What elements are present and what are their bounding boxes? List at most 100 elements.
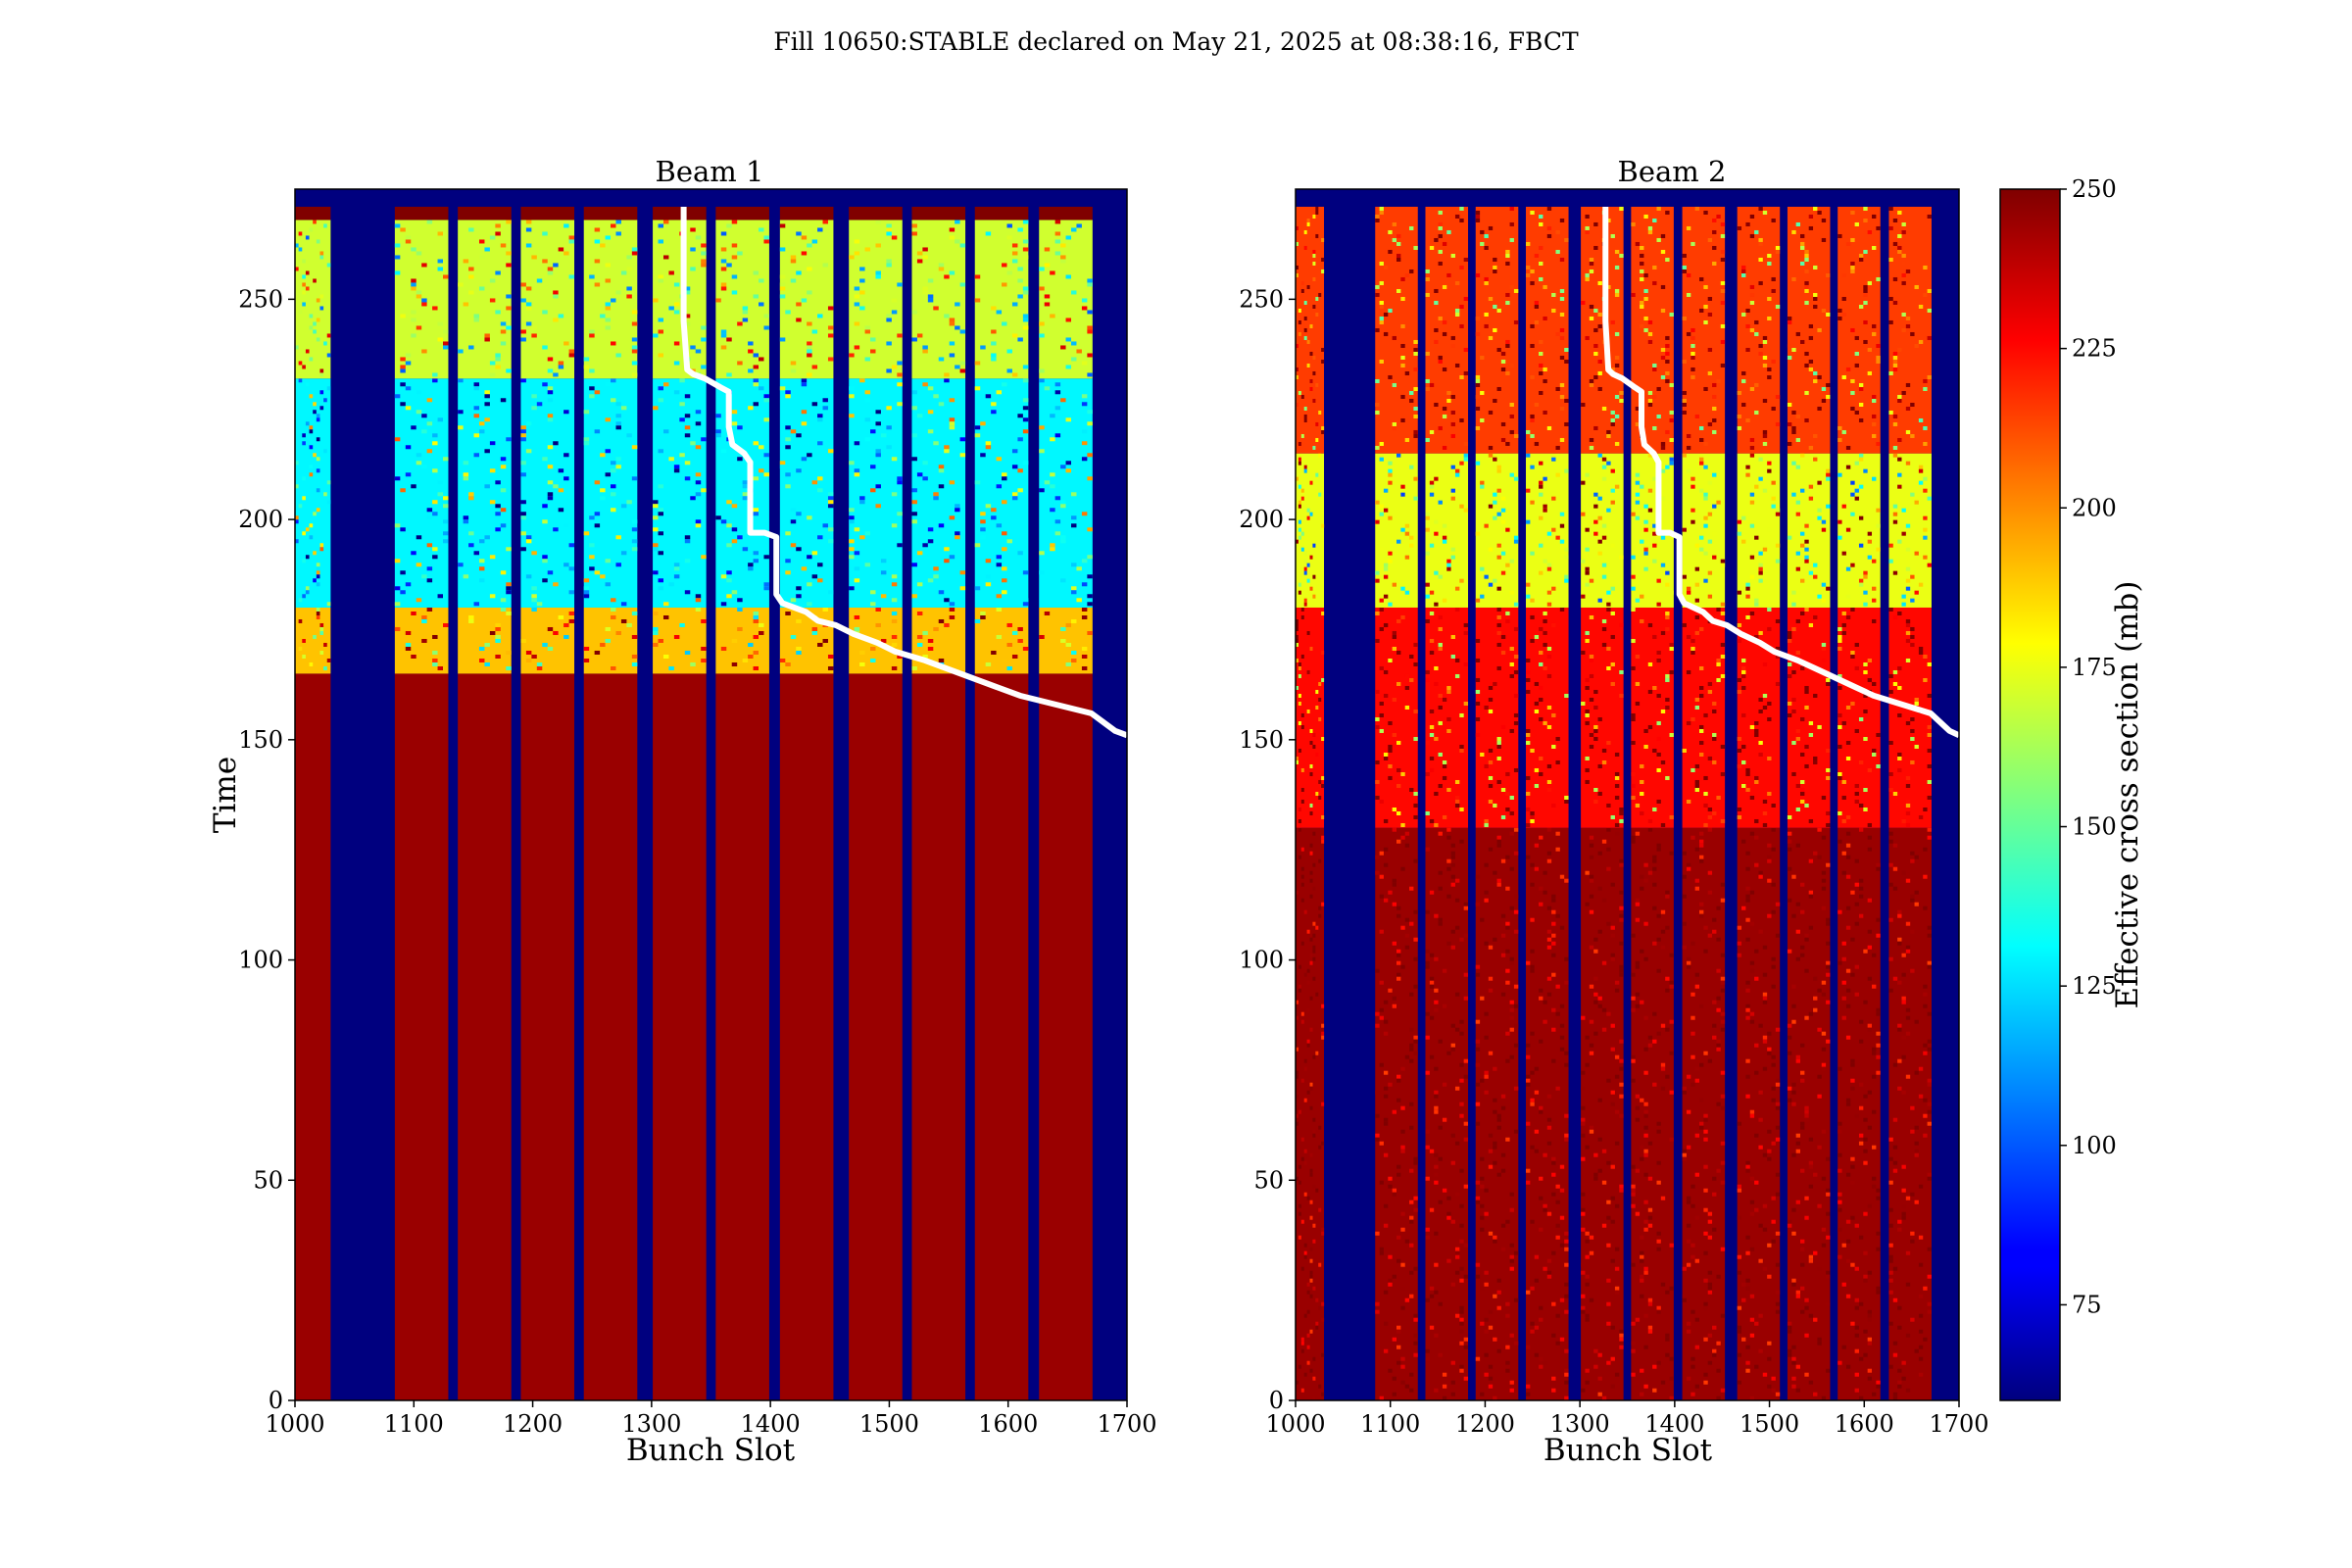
heat-cell	[1808, 359, 1814, 364]
heat-cell	[1505, 292, 1510, 297]
heat-cell	[1876, 1070, 1881, 1075]
heat-cell	[785, 559, 791, 564]
heat-cell	[1551, 1160, 1556, 1165]
heat-cell	[1446, 398, 1451, 403]
heat-cell	[1614, 394, 1620, 399]
heat-cell	[1808, 367, 1814, 371]
heat-cell	[938, 263, 945, 268]
heat-cell	[1826, 810, 1831, 815]
heat-cell	[1800, 1043, 1805, 1048]
heat-cell	[695, 607, 702, 612]
heat-cell	[1454, 878, 1460, 883]
heat-cell	[1383, 862, 1389, 867]
heat-cell	[927, 638, 934, 643]
heat-cell	[1526, 1078, 1531, 1083]
heat-cell	[1312, 1356, 1316, 1361]
heat-cell	[886, 231, 892, 236]
heat-cell	[1454, 925, 1460, 930]
heat-cell	[1484, 1282, 1489, 1287]
heat-cell	[1838, 437, 1842, 442]
bunch-train	[1296, 206, 1325, 1400]
heat-cell	[1606, 646, 1611, 651]
heat-cell	[400, 314, 406, 318]
heat-cell	[1694, 779, 1700, 784]
heat-cell	[1656, 414, 1661, 418]
heat-cell	[1804, 363, 1809, 368]
regime-band	[974, 206, 1029, 220]
heat-cell	[763, 398, 769, 403]
heat-cell	[1392, 697, 1397, 702]
heat-cell	[615, 465, 621, 469]
heat-cell	[1652, 425, 1657, 430]
heat-cell	[1656, 1160, 1661, 1165]
heat-cell	[1400, 355, 1405, 360]
heat-cell	[1854, 902, 1859, 906]
heat-cell	[411, 278, 416, 283]
heat-cell	[1002, 547, 1007, 552]
heat-cell	[1665, 614, 1670, 619]
heat-cell	[1897, 1305, 1902, 1310]
heat-cell	[1513, 720, 1519, 725]
heat-cell	[1388, 1176, 1393, 1181]
heat-cell	[1707, 421, 1713, 426]
heat-cell	[1850, 1062, 1855, 1067]
heat-cell	[1741, 402, 1746, 407]
heat-cell	[1017, 551, 1023, 556]
heat-cell	[1682, 402, 1687, 407]
heat-cell	[489, 372, 496, 377]
heat-cell	[996, 563, 1003, 567]
heat-cell	[611, 508, 616, 513]
heat-cell	[1383, 1203, 1389, 1208]
heat-cell	[1682, 1090, 1687, 1095]
heat-cell	[658, 239, 663, 244]
heat-cell	[1858, 578, 1864, 583]
heat-cell	[1559, 1004, 1565, 1008]
heat-cell	[1392, 421, 1397, 426]
heat-cell	[949, 614, 956, 619]
heat-cell	[1309, 1294, 1313, 1298]
heat-cell	[1845, 614, 1851, 619]
heat-cell	[1306, 1196, 1310, 1200]
heat-cell	[690, 247, 696, 252]
heat-cell	[1475, 210, 1481, 215]
heat-cell	[1610, 500, 1615, 505]
heat-cell	[1484, 705, 1489, 710]
heat-cell	[1795, 1054, 1801, 1059]
heat-cell	[1745, 472, 1750, 477]
heat-cell	[1640, 810, 1644, 815]
heat-cell	[1589, 673, 1594, 678]
heat-cell	[1022, 286, 1029, 291]
heat-cell	[400, 488, 406, 493]
heat-cell	[1699, 1098, 1704, 1102]
heat-cell	[1459, 1278, 1464, 1283]
heat-cell	[1707, 933, 1713, 938]
heat-cell	[662, 614, 669, 619]
heat-cell	[1409, 1168, 1414, 1173]
heat-cell	[437, 594, 444, 599]
heat-cell	[1551, 527, 1556, 532]
heat-cell	[1619, 1082, 1624, 1087]
heat-cell	[801, 235, 808, 240]
heat-cell	[1712, 531, 1717, 536]
heat-cell	[854, 251, 860, 256]
heat-cell	[1686, 468, 1691, 473]
heat-cell	[1300, 941, 1304, 946]
heat-cell	[1475, 964, 1481, 969]
heat-cell	[822, 406, 828, 411]
heat-cell	[1530, 949, 1535, 954]
heat-cell	[1845, 740, 1851, 745]
heat-cell	[1555, 1235, 1560, 1240]
heat-cell	[458, 425, 464, 430]
heat-cell	[1543, 284, 1547, 289]
heat-cell	[1450, 851, 1455, 856]
heat-cell	[1758, 257, 1763, 262]
heat-cell	[1315, 206, 1319, 211]
heat-cell	[1858, 878, 1864, 883]
heat-cell	[1601, 898, 1607, 903]
heat-cell	[531, 607, 537, 612]
heat-cell	[1606, 1215, 1611, 1220]
heat-cell	[1404, 933, 1410, 938]
heat-cell	[531, 594, 537, 599]
heat-cell	[720, 286, 727, 291]
heat-cell	[1526, 1345, 1531, 1349]
